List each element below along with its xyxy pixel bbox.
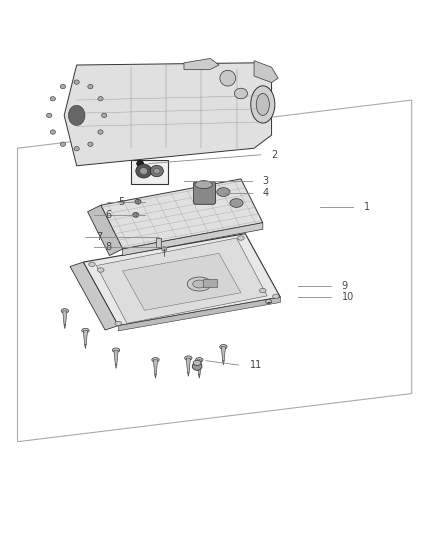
Ellipse shape bbox=[102, 113, 107, 118]
Text: 10: 10 bbox=[342, 292, 354, 302]
Ellipse shape bbox=[196, 358, 203, 362]
Ellipse shape bbox=[251, 86, 275, 123]
Polygon shape bbox=[83, 330, 88, 345]
Ellipse shape bbox=[259, 288, 266, 293]
Ellipse shape bbox=[88, 262, 95, 266]
Polygon shape bbox=[114, 350, 118, 365]
Polygon shape bbox=[123, 253, 241, 310]
Ellipse shape bbox=[192, 362, 202, 370]
Polygon shape bbox=[197, 360, 201, 374]
Text: 6: 6 bbox=[105, 210, 111, 220]
Ellipse shape bbox=[162, 247, 167, 251]
Ellipse shape bbox=[97, 268, 104, 272]
Polygon shape bbox=[221, 346, 226, 361]
Ellipse shape bbox=[187, 277, 211, 291]
Ellipse shape bbox=[50, 96, 56, 101]
Ellipse shape bbox=[113, 348, 120, 352]
Ellipse shape bbox=[256, 93, 269, 115]
Ellipse shape bbox=[137, 161, 144, 166]
Polygon shape bbox=[187, 373, 189, 376]
Ellipse shape bbox=[46, 113, 52, 118]
FancyBboxPatch shape bbox=[156, 238, 161, 247]
FancyBboxPatch shape bbox=[203, 279, 217, 287]
Text: 1: 1 bbox=[364, 203, 370, 212]
Polygon shape bbox=[85, 345, 86, 349]
Ellipse shape bbox=[74, 147, 79, 151]
Ellipse shape bbox=[152, 358, 159, 362]
Polygon shape bbox=[115, 365, 117, 368]
Ellipse shape bbox=[272, 294, 279, 298]
Ellipse shape bbox=[234, 88, 247, 99]
Text: 7: 7 bbox=[96, 232, 102, 242]
Ellipse shape bbox=[193, 280, 206, 288]
Polygon shape bbox=[70, 262, 118, 330]
Text: 11: 11 bbox=[250, 360, 262, 370]
Text: 8: 8 bbox=[105, 242, 111, 252]
Ellipse shape bbox=[88, 84, 93, 89]
Polygon shape bbox=[198, 374, 200, 378]
Text: 3: 3 bbox=[263, 176, 269, 186]
Ellipse shape bbox=[230, 199, 243, 207]
Ellipse shape bbox=[60, 142, 66, 147]
Ellipse shape bbox=[82, 328, 89, 333]
Polygon shape bbox=[153, 360, 158, 374]
Polygon shape bbox=[18, 100, 412, 442]
Text: 5: 5 bbox=[118, 197, 124, 207]
Polygon shape bbox=[184, 59, 219, 69]
Ellipse shape bbox=[217, 188, 230, 197]
Ellipse shape bbox=[220, 70, 236, 86]
Ellipse shape bbox=[74, 80, 79, 84]
Ellipse shape bbox=[136, 164, 152, 178]
Polygon shape bbox=[64, 63, 272, 166]
Ellipse shape bbox=[185, 356, 192, 360]
Polygon shape bbox=[88, 205, 123, 255]
Ellipse shape bbox=[61, 309, 68, 313]
Ellipse shape bbox=[153, 168, 160, 174]
Ellipse shape bbox=[60, 84, 66, 89]
Ellipse shape bbox=[265, 300, 272, 303]
Ellipse shape bbox=[133, 213, 139, 217]
Ellipse shape bbox=[135, 199, 141, 204]
Polygon shape bbox=[64, 325, 66, 329]
Ellipse shape bbox=[98, 130, 103, 134]
Polygon shape bbox=[118, 297, 280, 331]
Polygon shape bbox=[186, 358, 191, 373]
Polygon shape bbox=[83, 233, 280, 326]
Text: 2: 2 bbox=[272, 150, 278, 160]
Ellipse shape bbox=[88, 142, 93, 147]
Ellipse shape bbox=[50, 130, 56, 134]
Ellipse shape bbox=[140, 167, 148, 174]
Ellipse shape bbox=[68, 106, 85, 125]
Polygon shape bbox=[63, 311, 67, 325]
Ellipse shape bbox=[98, 96, 103, 101]
Ellipse shape bbox=[193, 360, 201, 366]
Polygon shape bbox=[223, 361, 224, 365]
Ellipse shape bbox=[195, 181, 212, 189]
Polygon shape bbox=[96, 238, 267, 324]
Text: 9: 9 bbox=[342, 281, 348, 291]
Ellipse shape bbox=[237, 236, 244, 240]
Ellipse shape bbox=[115, 321, 121, 326]
Text: 4: 4 bbox=[263, 188, 269, 198]
Polygon shape bbox=[123, 223, 263, 255]
FancyBboxPatch shape bbox=[194, 182, 215, 204]
Polygon shape bbox=[155, 374, 156, 378]
Polygon shape bbox=[101, 179, 263, 249]
Polygon shape bbox=[254, 61, 278, 83]
Ellipse shape bbox=[220, 344, 227, 349]
Ellipse shape bbox=[150, 165, 163, 177]
FancyBboxPatch shape bbox=[131, 160, 168, 184]
